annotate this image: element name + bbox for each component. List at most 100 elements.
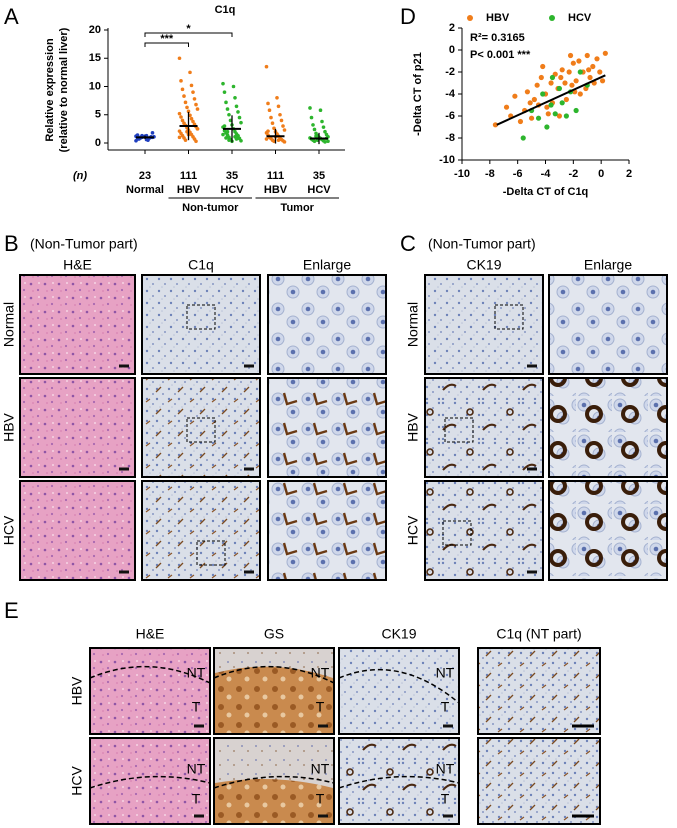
- boundary-line: [338, 668, 460, 704]
- data-point: [512, 93, 518, 99]
- data-point: [225, 129, 230, 134]
- data-point: [597, 69, 603, 75]
- micrograph: [141, 274, 261, 375]
- column-header: H&E: [136, 626, 165, 642]
- data-point: [221, 132, 225, 137]
- data-point: [323, 140, 327, 144]
- boundary-line: [213, 775, 335, 789]
- data-point: [540, 63, 546, 70]
- annotation: R²= 0.3165: [470, 32, 525, 44]
- micrograph: [424, 377, 544, 478]
- count-header: (n): [73, 170, 87, 182]
- row-label: HCV: [69, 766, 85, 796]
- panel-letter: A: [4, 4, 19, 29]
- region-label: T: [192, 791, 201, 807]
- data-point: [237, 115, 242, 120]
- data-point: [266, 101, 270, 106]
- micrograph: [89, 737, 211, 825]
- data-point: [276, 138, 281, 142]
- micrograph: [338, 737, 460, 825]
- data-point: [573, 107, 579, 114]
- data-point: [177, 56, 182, 61]
- significance-bracket: [144, 32, 233, 37]
- data-point: [520, 135, 526, 141]
- x-tick-label: -10: [454, 168, 470, 180]
- data-point: [276, 104, 281, 109]
- annotation: P< 0.001 ***: [470, 49, 531, 61]
- micrograph: [338, 647, 460, 735]
- data-point: [231, 84, 236, 89]
- tissue-region: [215, 649, 333, 678]
- micrograph: [141, 377, 261, 478]
- y-tick-label: 20: [89, 24, 101, 36]
- y-axis-label: (relative to normal liver): [58, 27, 70, 152]
- inset-box: [444, 417, 474, 443]
- y-tick-label: 0: [95, 137, 101, 149]
- data-point: [540, 91, 546, 97]
- data-point: [264, 64, 269, 69]
- row-label: Normal: [1, 302, 17, 347]
- data-point: [559, 100, 565, 106]
- x-tick-label: -2: [568, 168, 578, 180]
- data-point: [528, 115, 535, 121]
- data-point: [222, 124, 227, 128]
- data-point: [221, 81, 225, 86]
- trend-line: [496, 74, 606, 126]
- data-point: [503, 104, 510, 110]
- data-point: [186, 109, 191, 114]
- data-point: [194, 139, 198, 144]
- y-axis-label: Relative expression: [44, 38, 56, 142]
- data-point: [192, 97, 197, 101]
- data-point: [275, 96, 279, 100]
- x-tick-label: HBV: [177, 184, 201, 196]
- micrograph: [424, 274, 544, 375]
- x-tick-label: HBV: [264, 184, 288, 196]
- row-label: Normal: [405, 302, 421, 347]
- legend-marker: [467, 15, 473, 21]
- data-point: [570, 60, 576, 66]
- row-label: HBV: [69, 676, 85, 705]
- row-label: HBV: [1, 412, 17, 441]
- data-point: [326, 139, 330, 144]
- column-header: H&E: [63, 257, 92, 273]
- data-point: [224, 100, 228, 105]
- data-point: [179, 79, 183, 83]
- inset-box: [494, 304, 524, 330]
- column-header: GS: [264, 626, 284, 642]
- boundary-line: [89, 775, 211, 789]
- data-point: [556, 113, 563, 119]
- data-point: [177, 111, 182, 116]
- data-point: [227, 112, 231, 117]
- inset-box: [186, 417, 216, 443]
- inset-box: [186, 304, 216, 330]
- data-point: [587, 74, 593, 81]
- data-point: [227, 138, 231, 142]
- micrograph: [267, 480, 387, 581]
- row-label: HCV: [405, 515, 421, 545]
- panel-letter: C: [400, 231, 416, 256]
- y-tick-label: 5: [95, 109, 101, 121]
- data-point: [185, 105, 189, 110]
- data-point: [549, 74, 556, 81]
- x-tick-label: 2: [626, 168, 632, 180]
- count-label: 23: [139, 170, 151, 182]
- significance-label: ***: [160, 33, 174, 45]
- x-tick-label: Normal: [126, 184, 164, 196]
- data-point: [535, 115, 542, 121]
- region-label: T: [316, 791, 325, 807]
- column-header: Enlarge: [303, 257, 351, 273]
- column-header: C1q: [188, 257, 214, 273]
- x-tick-label: -8: [485, 168, 495, 180]
- caption: (Non-Tumor part): [428, 236, 536, 252]
- data-point: [195, 127, 200, 131]
- data-point: [264, 137, 269, 141]
- data-point: [545, 111, 551, 117]
- chart-title: C1q: [215, 4, 236, 16]
- data-point: [569, 82, 575, 88]
- data-point: [527, 100, 533, 106]
- data-point: [548, 80, 554, 86]
- data-point: [548, 102, 554, 108]
- data-point: [602, 50, 608, 56]
- data-point: [531, 96, 537, 103]
- column-header: Enlarge: [584, 257, 632, 273]
